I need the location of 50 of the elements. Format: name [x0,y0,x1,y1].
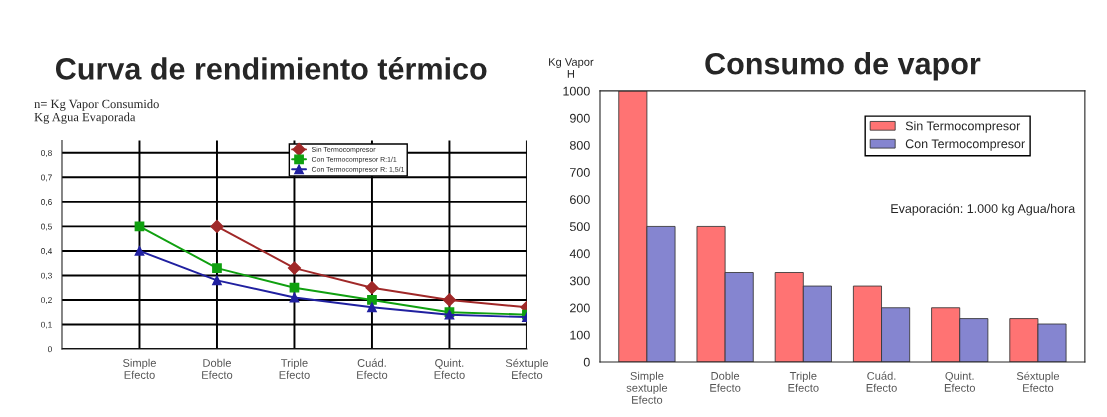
annotation: Evaporación: 1.000 kg Agua/hora [891,203,1076,216]
point [367,295,377,305]
y-tick-label: 0,7 [41,174,52,182]
y-tick-label: 400 [569,249,590,259]
y-tick-label: 200 [570,303,590,313]
x-tick-label: Séxtuple Efecto [505,358,549,380]
x-tick-label: Simple sextuple Efecto [626,371,668,404]
x-tick-label: Séxtuple Efecto [1016,371,1060,392]
y-tick-label: 300 [569,276,590,286]
legend-label: Con Termocompresor [905,139,1025,151]
x-tick-label: Simple Efecto [123,358,156,379]
x-tick-label: Triple Efecto [788,371,819,392]
y-tick-label: 0,2 [41,297,52,305]
y-tick-label: 700 [570,168,590,177]
y-tick-label: 0,5 [41,223,52,231]
x-tick-label: Cuád. Efecto [357,358,388,379]
y-tick-label: 0 [47,346,52,353]
x-tick-label: Quint. Efecto [434,358,465,379]
x-tick-label: Quint. Efecto [944,371,976,392]
point [367,302,377,313]
y-tick-label: 900 [570,113,590,123]
x-tick-label: Cuád. Efecto [866,371,897,392]
y-tick-label: 500 [569,222,590,232]
y-tick-label: 1000 [563,86,590,96]
x-tick-label: Doble Efecto [202,358,233,379]
point [289,292,300,303]
y-tick-label: 100 [570,330,590,340]
point [134,246,145,256]
point [289,282,300,293]
y-tick-label: 600 [570,195,590,204]
legend-label: Sin Termocompresor [905,121,1021,133]
chart-title: Consumo de vapor [705,52,981,81]
point [287,261,302,275]
y-axis-title: Kg Vapor H [549,58,594,78]
y-tick-label: 0,4 [41,248,53,255]
point [442,293,457,307]
point [365,281,379,295]
chart-title: Curva de rendimiento térmico [56,57,487,80]
point [212,263,222,273]
y-tick-label: 0,6 [41,199,52,206]
x-tick-label: Triple Efecto [279,358,310,379]
y-tick-label: 0 [583,357,590,367]
y-tick-label: 0,3 [41,272,52,280]
y-axis-title: n= Kg Vapor Consumido Kg Agua Evaporada [34,99,159,124]
point [210,219,224,233]
point [212,275,222,286]
y-tick-label: 0,1 [41,321,52,329]
y-tick-label: 800 [569,140,590,150]
x-tick-label: Doble Efecto [710,371,741,392]
y-tick-label: 0,8 [41,149,52,157]
